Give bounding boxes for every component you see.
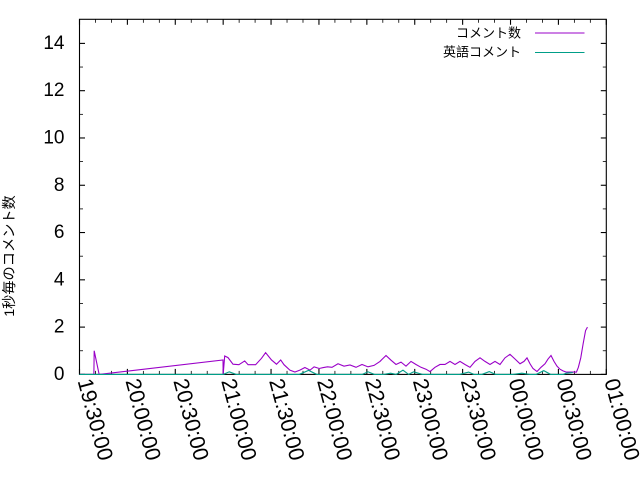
svg-text:10: 10 (43, 127, 64, 148)
svg-text:英語コメント: 英語コメント (443, 45, 521, 60)
svg-text:21:00:00: 21:00:00 (216, 376, 261, 463)
svg-text:01:00:00: 01:00:00 (599, 376, 640, 463)
svg-text:20:00:00: 20:00:00 (121, 376, 166, 463)
svg-text:12: 12 (43, 80, 64, 101)
svg-text:2: 2 (54, 317, 65, 338)
svg-text:22:00:00: 22:00:00 (312, 376, 357, 463)
svg-text:00:00:00: 00:00:00 (504, 376, 549, 463)
svg-text:22:30:00: 22:30:00 (360, 376, 405, 463)
svg-text:0: 0 (54, 364, 65, 385)
svg-text:14: 14 (43, 33, 65, 54)
svg-text:8: 8 (54, 175, 65, 196)
svg-text:21:30:00: 21:30:00 (264, 376, 309, 463)
svg-text:23:30:00: 23:30:00 (456, 376, 501, 463)
svg-text:6: 6 (54, 222, 65, 243)
svg-text:19:30:00: 19:30:00 (73, 376, 118, 463)
svg-text:コメント数: コメント数 (456, 26, 521, 41)
svg-text:1秒毎のコメント数: 1秒毎のコメント数 (2, 195, 18, 316)
svg-text:20:30:00: 20:30:00 (168, 376, 213, 463)
svg-text:00:30:00: 00:30:00 (552, 376, 597, 463)
svg-text:23:00:00: 23:00:00 (408, 376, 453, 463)
svg-text:4: 4 (54, 269, 65, 290)
